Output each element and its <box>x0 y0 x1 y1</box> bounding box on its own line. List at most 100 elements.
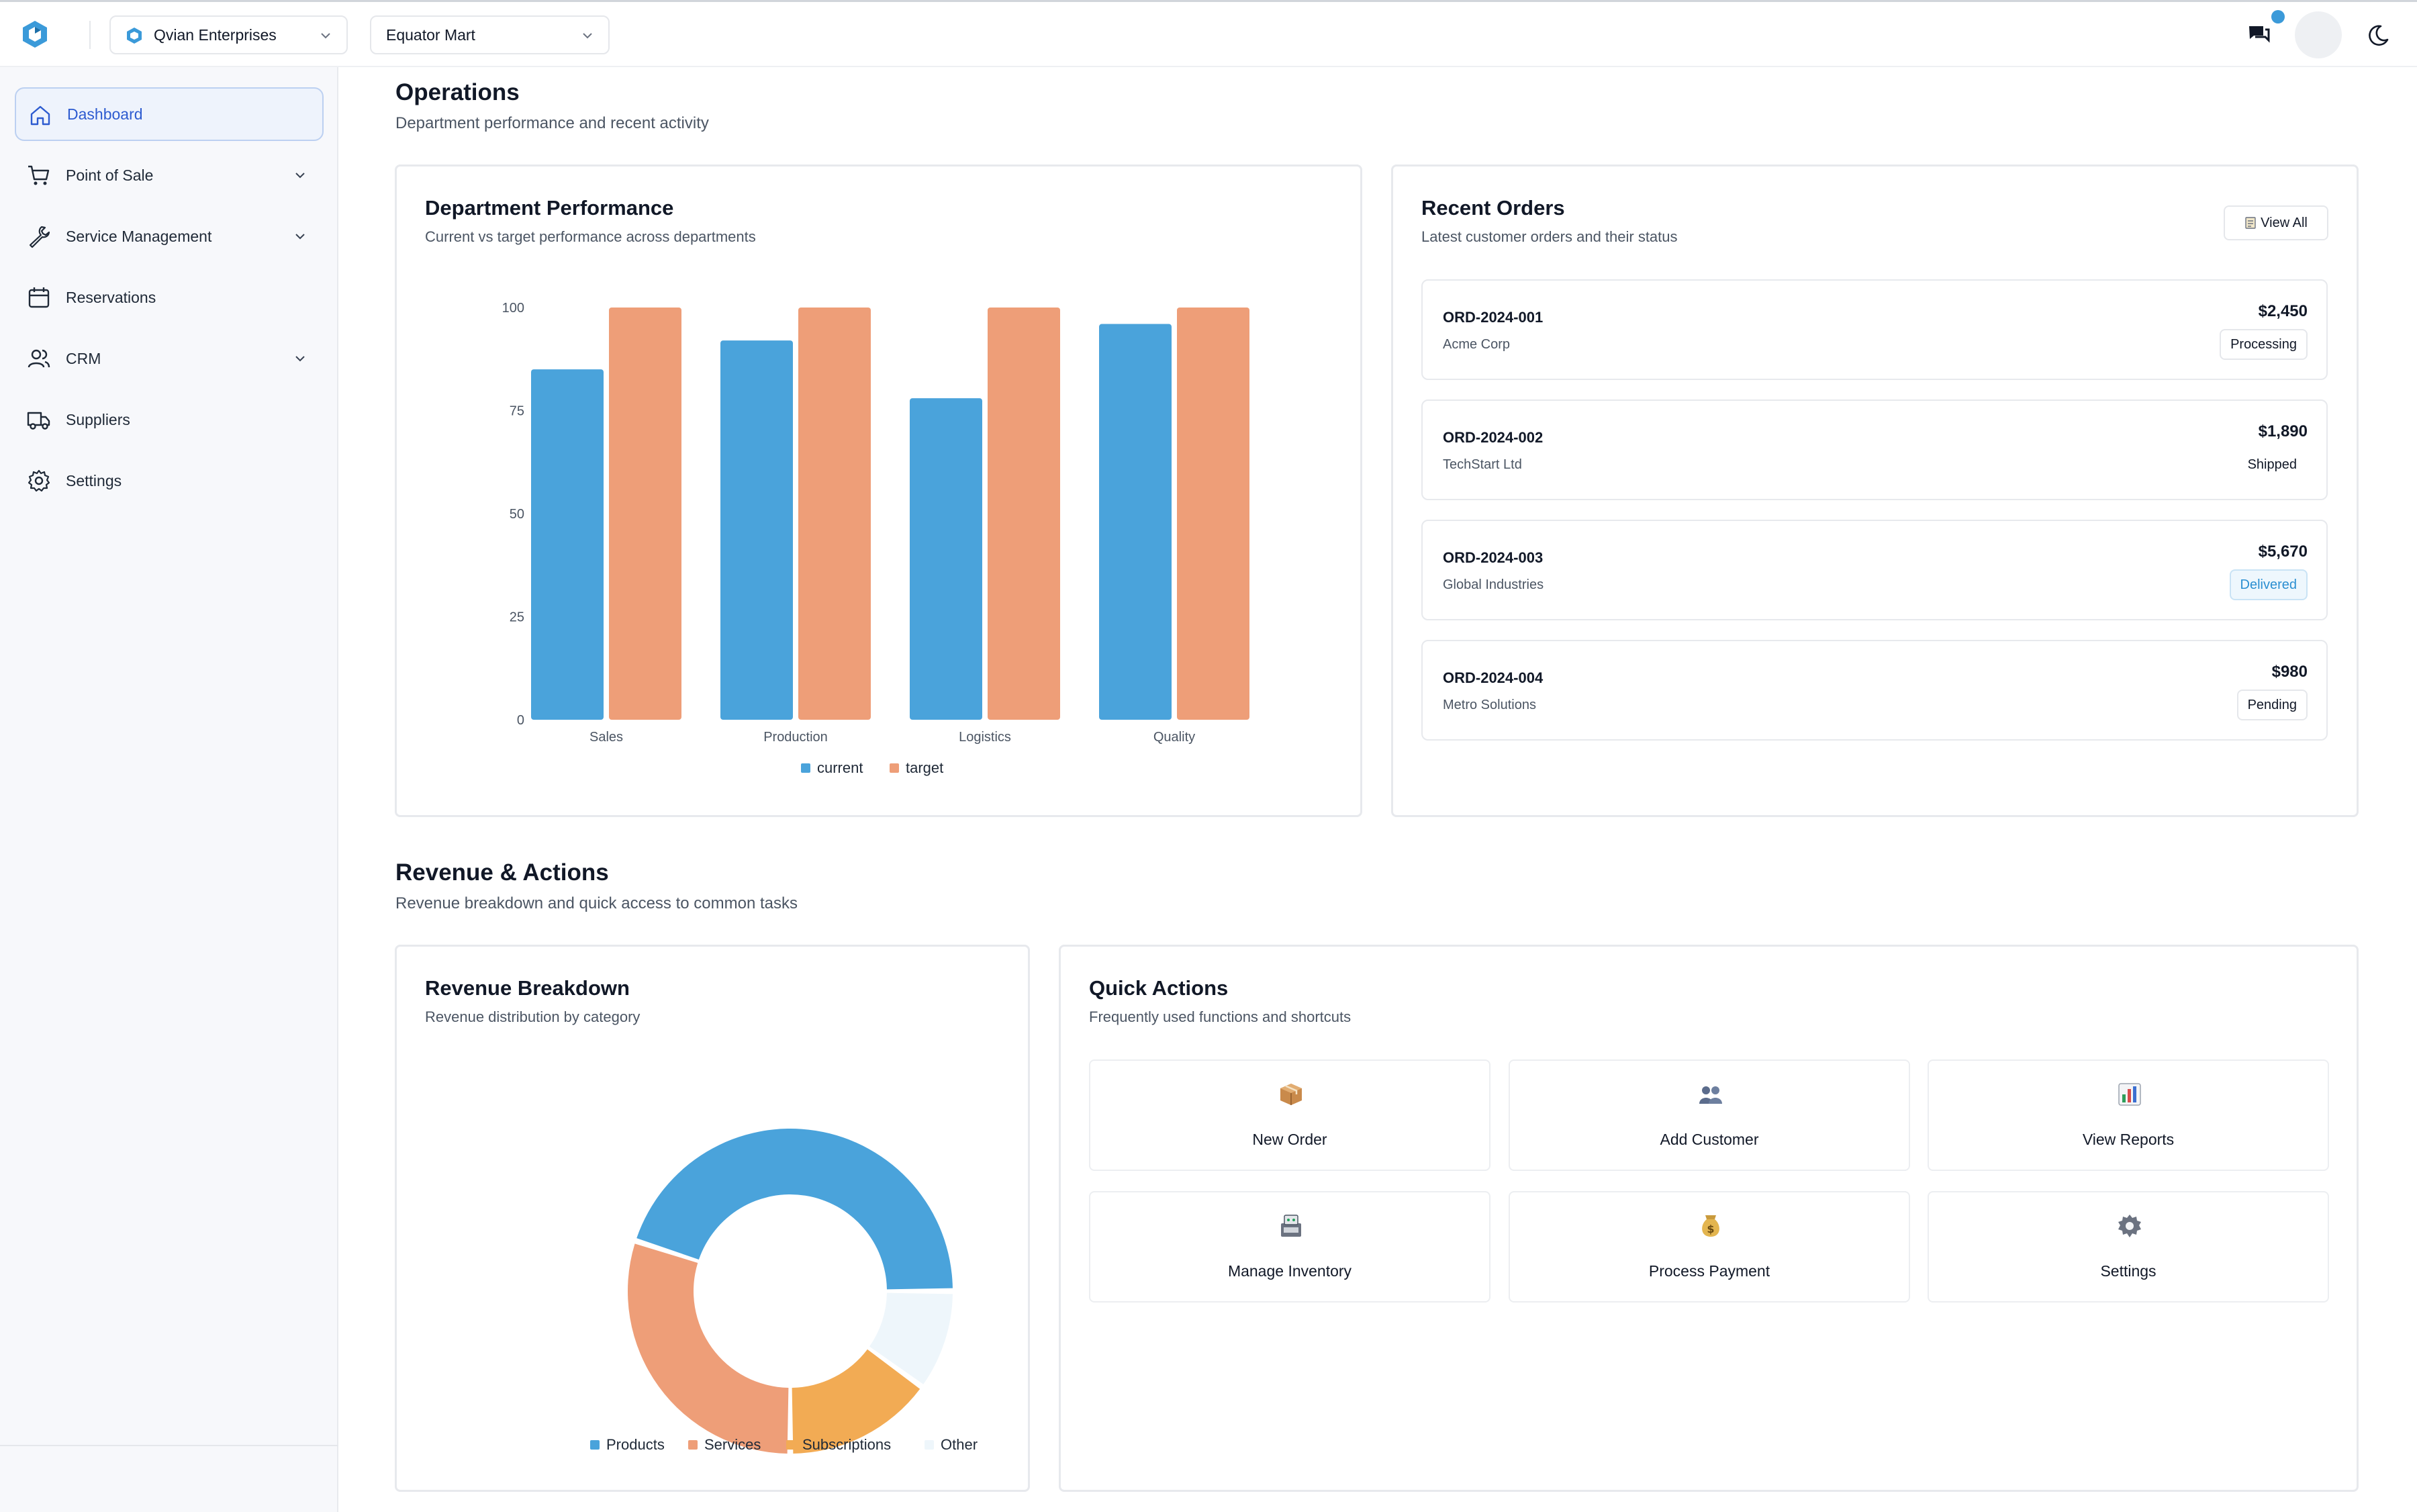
revenue-breakdown-card: Revenue Breakdown Revenue distribution b… <box>395 945 1030 1492</box>
order-row[interactable]: ORD-2024-001 Acme Corp $2,450 Processing <box>1421 279 2328 380</box>
sidebar-item-settings[interactable]: Settings <box>15 454 324 508</box>
moon-icon[interactable] <box>2366 23 2390 48</box>
legend-swatch <box>890 763 899 773</box>
order-customer: Global Industries <box>1443 577 1544 592</box>
chevron-down-icon <box>295 234 305 240</box>
bar-target <box>798 308 871 720</box>
quick-action-new-order[interactable]: New Order <box>1089 1059 1490 1171</box>
org-logo-icon <box>127 28 142 44</box>
bar-target <box>1177 308 1249 720</box>
legend-swatch <box>801 763 810 773</box>
legend-swatch <box>786 1440 796 1450</box>
users-icon <box>28 349 50 368</box>
sidebar-item-crm[interactable]: CRM <box>15 332 324 385</box>
bar-target <box>988 308 1060 720</box>
y-tick-label: 25 <box>510 610 524 625</box>
chevron-down-icon <box>295 173 305 179</box>
view-all-button[interactable]: View All <box>2224 205 2328 240</box>
operations-subtitle: Department performance and recent activi… <box>395 114 709 132</box>
order-row[interactable]: ORD-2024-003 Global Industries $5,670 De… <box>1421 520 2328 620</box>
sidebar-item-service-management[interactable]: Service Management <box>15 209 324 263</box>
app-logo-icon[interactable] <box>20 19 50 49</box>
bar-chart-icon <box>2118 1083 2141 1106</box>
sidebar-footer-divider <box>0 1445 338 1446</box>
quick-action-view-reports[interactable]: View Reports <box>1928 1059 2329 1171</box>
order-customer: Metro Solutions <box>1443 698 1536 712</box>
chevron-down-icon <box>321 33 330 39</box>
order-row[interactable]: ORD-2024-004 Metro Solutions $980 Pendin… <box>1421 640 2328 741</box>
sidebar-item-suppliers[interactable]: Suppliers <box>15 393 324 446</box>
organization-select-value: Qvian Enterprises <box>154 26 277 44</box>
wrench-icon <box>29 226 50 248</box>
order-id: ORD-2024-003 <box>1443 549 1544 566</box>
svg-text:$: $ <box>1707 1223 1714 1235</box>
donut-slice-products <box>636 1129 953 1290</box>
bar-current <box>720 340 793 720</box>
chevron-down-icon <box>583 33 592 39</box>
y-tick-label: 75 <box>510 404 524 419</box>
quick-action-manage-inventory[interactable]: Manage Inventory <box>1089 1191 1490 1303</box>
list-icon <box>2245 217 2256 229</box>
chevron-down-icon <box>295 356 305 362</box>
sidebar-item-point-of-sale[interactable]: Point of Sale <box>15 148 324 202</box>
order-id: ORD-2024-004 <box>1443 669 1544 686</box>
x-tick-label: Sales <box>589 730 623 745</box>
legend-swatch <box>925 1440 934 1450</box>
bar-current <box>531 369 604 720</box>
status-badge: Pending <box>2236 690 2308 720</box>
revenue-breakdown-subtitle: Revenue distribution by category <box>425 1008 641 1025</box>
y-tick-label: 100 <box>502 301 524 316</box>
quick-action-add-customer[interactable]: Add Customer <box>1509 1059 1910 1171</box>
quick-action-label: Settings <box>2100 1262 2157 1280</box>
package-icon <box>1280 1084 1302 1105</box>
store-select[interactable]: Equator Mart <box>370 15 610 54</box>
home-icon <box>30 105 50 126</box>
bar-target <box>609 308 681 720</box>
donut-slice-subscriptions <box>792 1349 920 1454</box>
legend-label: current <box>817 759 863 776</box>
legend-swatch <box>590 1440 600 1450</box>
department-performance-chart: 0 25 50 75 100 Sales Production Logistics Qualit… <box>502 301 1249 776</box>
order-customer: TechStart Ltd <box>1443 457 1522 472</box>
truck-icon <box>27 412 50 430</box>
sidebar-item-label: Settings <box>66 471 122 489</box>
x-tick-label: Production <box>763 730 828 745</box>
donut-slice-services <box>628 1243 789 1454</box>
revenue-actions-subtitle: Revenue breakdown and quick access to co… <box>395 894 798 912</box>
quick-action-label: Manage Inventory <box>1227 1262 1352 1280</box>
legend-label: target <box>906 759 943 776</box>
order-row[interactable]: ORD-2024-002 TechStart Ltd $1,890 Shippe… <box>1421 399 2328 500</box>
sidebar-item-dashboard[interactable]: Dashboard <box>15 87 324 141</box>
quick-action-process-payment[interactable]: $ Process Payment <box>1509 1191 1910 1303</box>
order-id: ORD-2024-001 <box>1443 309 1544 326</box>
view-all-label: View All <box>2261 215 2308 230</box>
organization-select[interactable]: Qvian Enterprises <box>109 15 348 54</box>
legend-label: Other <box>941 1436 978 1453</box>
sidebar-item-label: Service Management <box>66 227 212 245</box>
quick-actions-subtitle: Frequently used functions and shortcuts <box>1089 1008 1352 1025</box>
messages-icon[interactable] <box>2247 23 2271 46</box>
sidebar: Dashboard Point of Sale Service Manageme… <box>0 67 338 1512</box>
quick-actions-title: Quick Actions <box>1089 976 1229 1000</box>
sidebar-item-label: Suppliers <box>66 410 130 428</box>
department-performance-subtitle: Current vs target performance across dep… <box>425 228 756 245</box>
legend-label: Subscriptions <box>802 1436 891 1453</box>
quick-action-settings[interactable]: Settings <box>1928 1191 2329 1303</box>
bar-current <box>1099 324 1172 720</box>
cart-icon <box>28 165 50 185</box>
order-amount: $1,890 <box>2258 422 2308 440</box>
revenue-breakdown-chart: Products Services Subscriptions Other <box>590 1129 978 1454</box>
quick-action-label: View Reports <box>2082 1131 2175 1148</box>
user-avatar[interactable] <box>2295 11 2342 58</box>
sidebar-item-reservations[interactable]: Reservations <box>15 271 324 324</box>
recent-orders-title: Recent Orders <box>1421 196 1565 220</box>
x-tick-label: Logistics <box>959 730 1011 745</box>
header-divider <box>89 21 91 49</box>
quick-actions-card: Quick Actions Frequently used functions … <box>1059 945 2359 1492</box>
department-performance-title: Department Performance <box>425 196 674 220</box>
legend-label: Services <box>704 1436 761 1453</box>
status-badge: Shipped <box>2247 457 2297 472</box>
status-badge: Delivered <box>2229 569 2308 600</box>
store-select-value: Equator Mart <box>386 26 475 44</box>
legend-swatch <box>688 1440 698 1450</box>
